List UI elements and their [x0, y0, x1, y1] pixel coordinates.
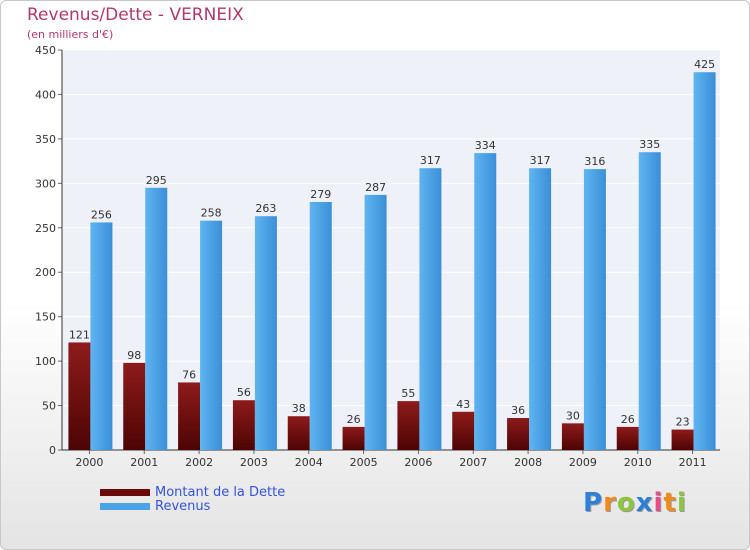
- bar-dette: [507, 418, 530, 450]
- y-tick-label: 200: [35, 266, 56, 279]
- bar-revenus: [90, 222, 113, 450]
- chart-title: Revenus/Dette - VERNEIX: [27, 5, 244, 25]
- data-label: 26: [347, 413, 361, 426]
- x-tick-label: 2007: [459, 456, 487, 469]
- legend-swatch-dette: [100, 489, 150, 496]
- proxiti-logo: Proxiti: [583, 488, 687, 518]
- x-tick-label: 2001: [130, 456, 158, 469]
- data-label: 258: [201, 207, 222, 220]
- bar-revenus: [638, 152, 661, 450]
- data-label: 30: [566, 409, 580, 422]
- data-label: 279: [310, 188, 331, 201]
- data-label: 335: [639, 138, 660, 151]
- bar-dette: [178, 382, 201, 450]
- bar-dette: [123, 362, 146, 450]
- bar-dette: [616, 426, 639, 450]
- x-tick-label: 2000: [75, 456, 103, 469]
- data-label: 98: [127, 349, 141, 362]
- x-tick-label: 2004: [295, 456, 323, 469]
- bar-revenus: [474, 153, 497, 450]
- data-label: 26: [621, 413, 635, 426]
- data-label: 36: [511, 404, 525, 417]
- legend-label-dette: Montant de la Dette: [155, 485, 286, 500]
- bar-dette: [232, 400, 255, 450]
- chart-subtitle: (en milliers d'€): [27, 28, 114, 41]
- logo-letter: t: [663, 488, 677, 518]
- logo-letter: P: [583, 488, 604, 518]
- bar-revenus: [254, 216, 277, 450]
- data-label: 263: [255, 202, 276, 215]
- data-label: 317: [530, 154, 551, 167]
- bar-revenus: [309, 202, 332, 450]
- bar-revenus: [583, 169, 606, 450]
- x-tick-label: 2006: [404, 456, 432, 469]
- logo-letter: i: [676, 488, 687, 518]
- data-label: 256: [91, 208, 112, 221]
- bar-dette: [68, 342, 91, 450]
- y-tick-label: 250: [35, 222, 56, 235]
- data-label: 76: [182, 368, 196, 381]
- logo-letter: o: [616, 488, 636, 518]
- y-tick-label: 300: [35, 177, 56, 190]
- bar-revenus: [529, 168, 552, 450]
- data-label: 56: [237, 386, 251, 399]
- bar-dette: [561, 423, 584, 450]
- x-tick-label: 2005: [350, 456, 378, 469]
- y-tick-label: 50: [42, 400, 56, 413]
- bar-dette: [452, 411, 475, 450]
- bar-revenus: [200, 220, 223, 450]
- bar-revenus: [419, 168, 442, 450]
- bar-revenus: [364, 194, 387, 450]
- bar-revenus: [693, 72, 716, 450]
- data-label: 23: [676, 416, 690, 429]
- x-tick-label: 2003: [240, 456, 268, 469]
- y-tick-label: 450: [35, 44, 56, 57]
- x-tick-label: 2002: [185, 456, 213, 469]
- y-tick-label: 150: [35, 311, 56, 324]
- bar-dette: [342, 426, 365, 450]
- data-label: 334: [475, 139, 496, 152]
- y-tick-label: 0: [49, 444, 56, 457]
- data-label: 55: [401, 387, 415, 400]
- logo-letter: r: [603, 488, 617, 518]
- bar-dette: [287, 416, 310, 450]
- y-tick-label: 400: [35, 88, 56, 101]
- logo-letter: i: [653, 488, 664, 518]
- x-tick-label: 2008: [514, 456, 542, 469]
- data-label: 425: [694, 58, 715, 71]
- data-label: 43: [456, 398, 470, 411]
- data-label: 295: [146, 174, 167, 187]
- bar-dette: [671, 429, 694, 450]
- x-tick-label: 2009: [569, 456, 597, 469]
- data-label: 317: [420, 154, 441, 167]
- data-label: 316: [584, 155, 605, 168]
- bar-dette: [397, 401, 420, 450]
- plot-area: [62, 50, 720, 450]
- bar-revenus: [145, 187, 168, 450]
- legend-swatch-revenus: [100, 503, 150, 510]
- x-tick-label: 2011: [679, 456, 707, 469]
- data-label: 287: [365, 181, 386, 194]
- data-label: 121: [69, 328, 90, 341]
- y-tick-label: 350: [35, 133, 56, 146]
- data-label: 38: [292, 402, 306, 415]
- x-tick-label: 2010: [624, 456, 652, 469]
- legend-label-revenus: Revenus: [155, 499, 211, 514]
- logo-letter: x: [635, 488, 654, 518]
- y-tick-label: 100: [35, 355, 56, 368]
